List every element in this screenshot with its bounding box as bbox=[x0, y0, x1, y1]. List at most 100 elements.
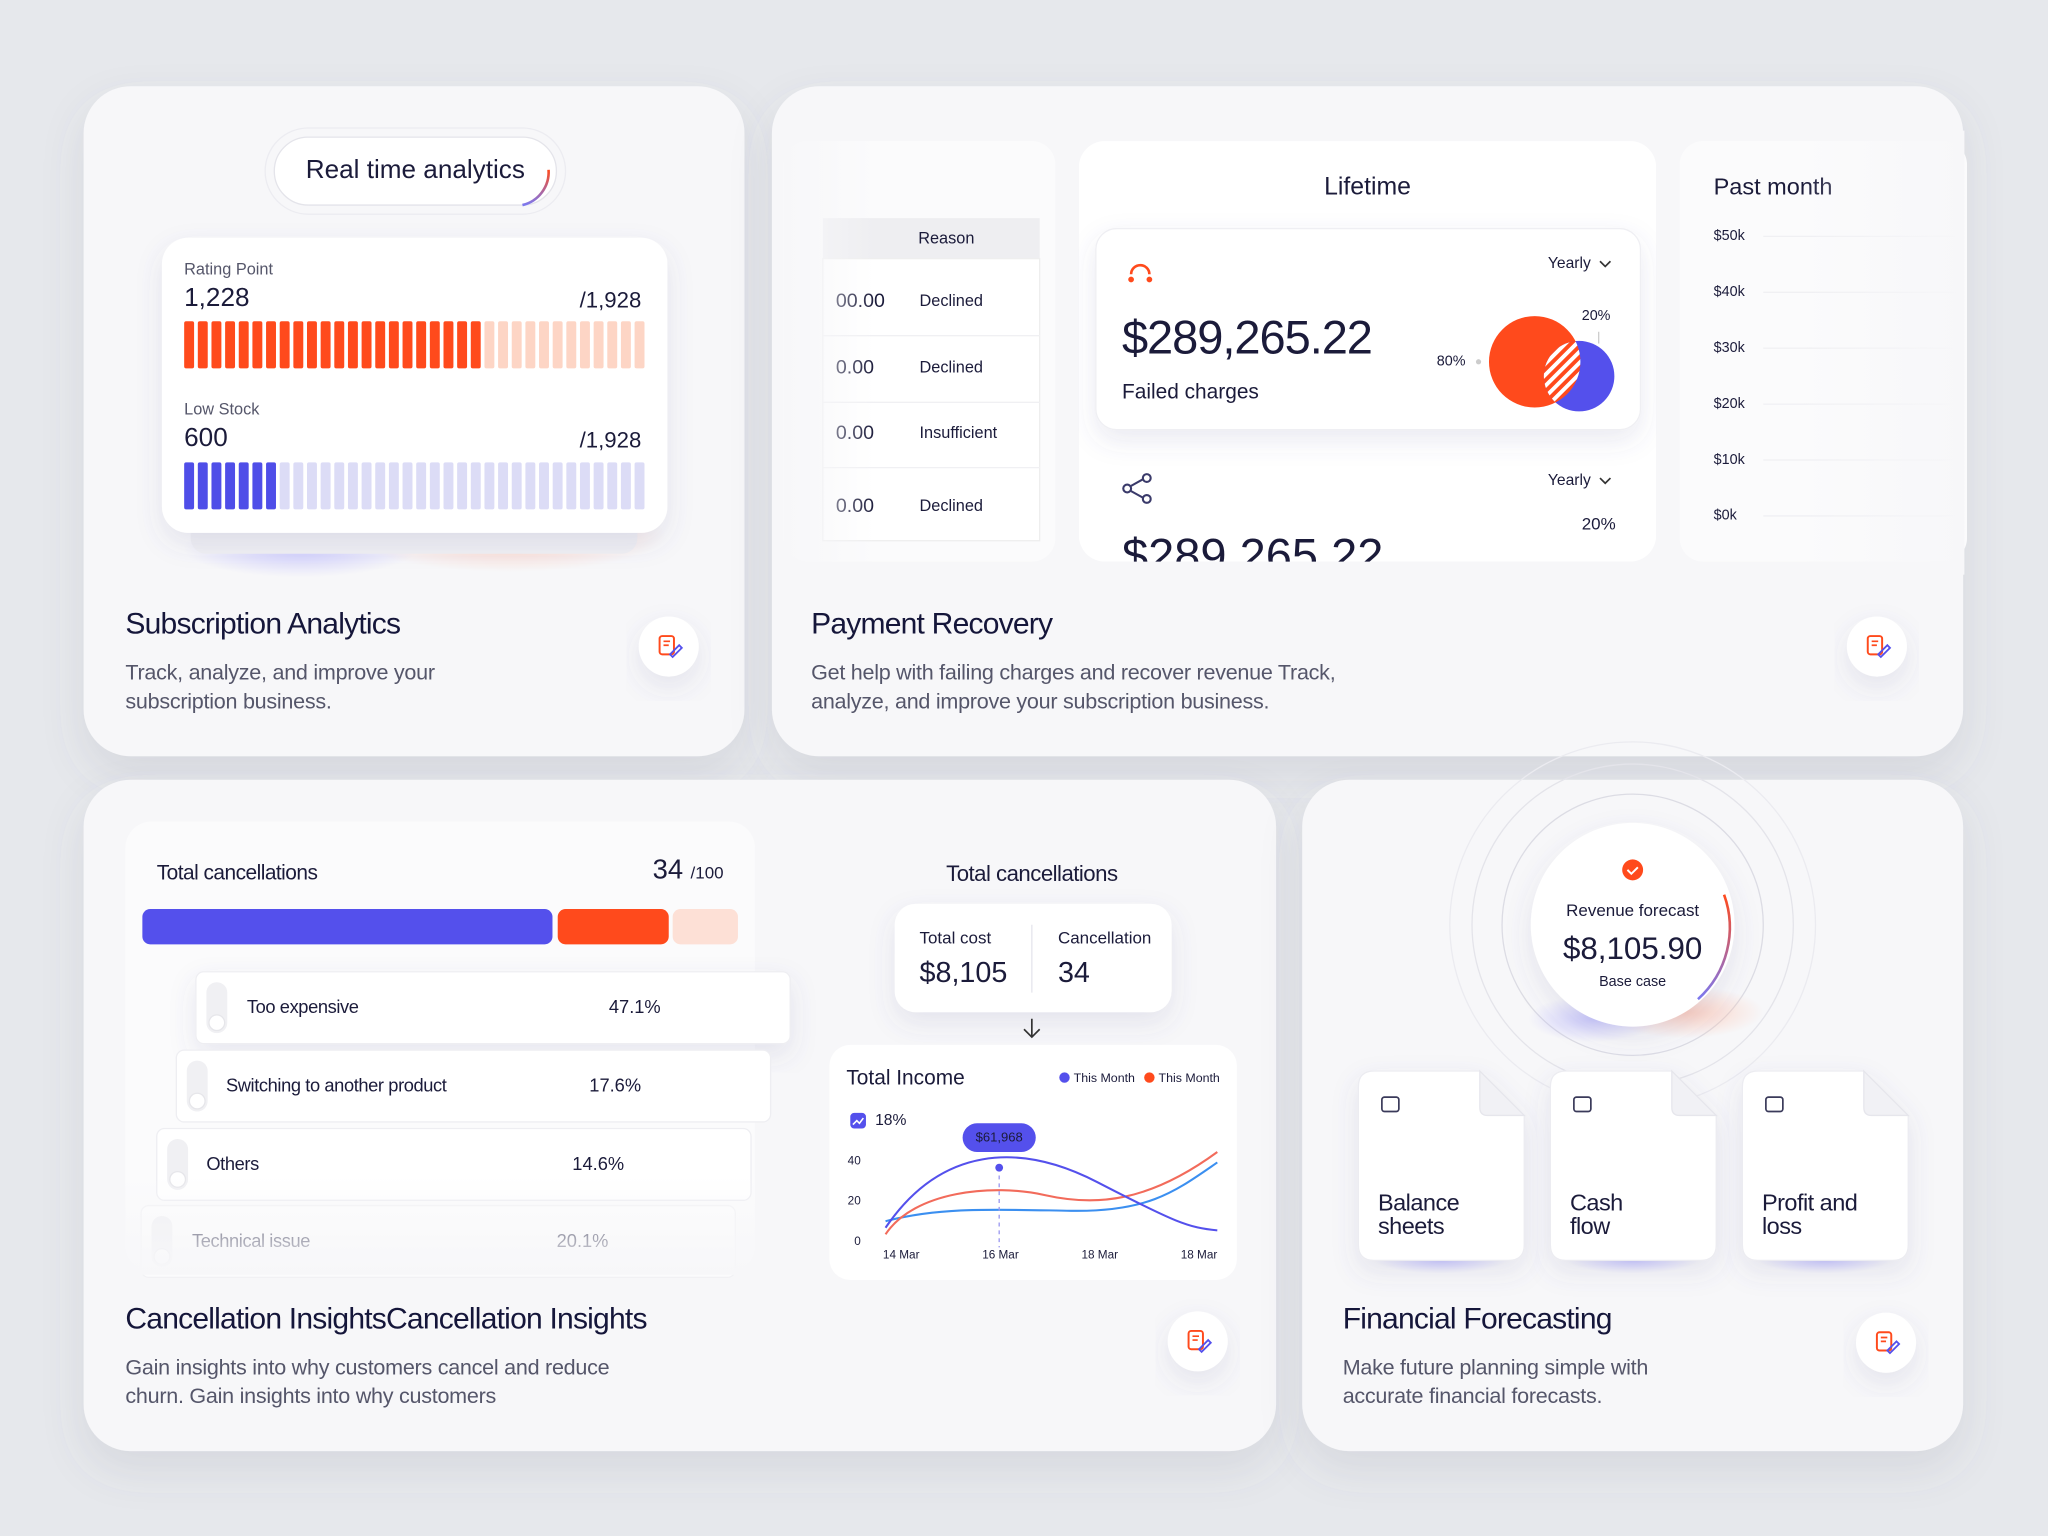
bar-segment bbox=[266, 321, 276, 369]
reason-share: 47.1% bbox=[609, 996, 661, 1017]
bar-segment bbox=[361, 462, 372, 510]
reason-label: Switching to another product bbox=[226, 1075, 447, 1096]
card-description: churn. Gain insights into why customers bbox=[125, 1383, 496, 1408]
reason-label: Others bbox=[206, 1153, 259, 1174]
ring bbox=[1501, 793, 1764, 1056]
stock-bars bbox=[184, 462, 645, 510]
bar-segment bbox=[457, 321, 468, 369]
bar-segment bbox=[347, 321, 358, 369]
totals-value: $8,105 bbox=[920, 957, 1008, 989]
pill-label: Real time analytics bbox=[306, 154, 525, 184]
bar-segment bbox=[539, 462, 549, 510]
reason-row bbox=[195, 971, 791, 1045]
edit-button[interactable] bbox=[1168, 1311, 1228, 1371]
share-label: 20% bbox=[1582, 308, 1611, 324]
bar-segment bbox=[334, 462, 345, 510]
card-description: accurate financial forecasts. bbox=[1343, 1383, 1603, 1408]
reason: Insufficient bbox=[920, 424, 998, 442]
bar-segment bbox=[320, 321, 331, 369]
bar-segment bbox=[620, 462, 631, 510]
bar-segment bbox=[238, 462, 249, 510]
forecast-amount: $8,105.90 bbox=[1563, 931, 1702, 966]
bar-segment bbox=[634, 462, 645, 510]
trend-icon bbox=[850, 1112, 866, 1129]
bar-segment bbox=[252, 321, 263, 369]
segment bbox=[142, 909, 553, 945]
card-financial-forecasting: Revenue forecast $8,105.90 Base case Bal… bbox=[1302, 741, 1964, 1452]
card-description: Track, analyze, and improve your bbox=[125, 660, 434, 685]
period[interactable]: Yearly bbox=[1548, 472, 1591, 489]
report-tile[interactable] bbox=[1357, 1070, 1525, 1262]
arrow bbox=[1023, 1018, 1041, 1039]
card-title: Cancellation InsightsCancellation Insigh… bbox=[125, 1302, 646, 1335]
leader-dot bbox=[1475, 359, 1482, 365]
bar-segment bbox=[539, 321, 549, 369]
forecast-arc bbox=[1697, 894, 1732, 1001]
tile-fold bbox=[1671, 1069, 1718, 1117]
tile-icon bbox=[1573, 1096, 1592, 1113]
recover-icon bbox=[1129, 263, 1151, 275]
card-description: Get help with failing charges and recove… bbox=[811, 660, 1335, 685]
bar-segment bbox=[429, 462, 440, 510]
axis-label: $10k bbox=[1714, 452, 1746, 468]
income-card bbox=[829, 1044, 1237, 1280]
bar-segment bbox=[607, 321, 618, 369]
bar-segment bbox=[320, 462, 331, 510]
panel-heading: Lifetime bbox=[1324, 174, 1411, 201]
chevron bbox=[1599, 477, 1612, 485]
bar-segment bbox=[307, 321, 317, 369]
bar-segment bbox=[225, 462, 236, 510]
bar-segment bbox=[388, 462, 399, 510]
bar-segment bbox=[525, 462, 536, 510]
forecast-label: Revenue forecast bbox=[1566, 901, 1699, 920]
card-title: Financial Forecasting bbox=[1343, 1302, 1612, 1335]
fade bbox=[1802, 130, 1965, 575]
icon-dot bbox=[1146, 276, 1153, 283]
report-label: flow bbox=[1570, 1213, 1611, 1239]
bar-segment bbox=[252, 462, 263, 510]
share-icon bbox=[1130, 478, 1144, 499]
edit-button[interactable] bbox=[1856, 1313, 1916, 1373]
metric-label: Rating Point bbox=[184, 261, 273, 279]
venn-overlap bbox=[1543, 340, 1581, 408]
tooltip bbox=[962, 1123, 1036, 1152]
edit-button[interactable] bbox=[639, 616, 699, 676]
report-label: Cash bbox=[1570, 1189, 1623, 1215]
bar-segment bbox=[634, 321, 645, 369]
bar-segment bbox=[511, 462, 522, 510]
forecast-caption: Base case bbox=[1599, 974, 1666, 990]
legend-label: This Month bbox=[1074, 1071, 1135, 1085]
pill-accent bbox=[522, 169, 550, 207]
bar-segment bbox=[334, 321, 345, 369]
bar-segment bbox=[197, 462, 208, 510]
y-label: 20 bbox=[848, 1195, 862, 1208]
report-tile[interactable] bbox=[1549, 1070, 1717, 1262]
bar-segment bbox=[429, 321, 440, 369]
bar-segment bbox=[566, 321, 577, 369]
report-tile[interactable] bbox=[1741, 1070, 1909, 1262]
summary-count: 34 bbox=[653, 853, 683, 884]
bar-segment bbox=[238, 321, 249, 369]
segment bbox=[672, 909, 738, 945]
bar-segment bbox=[184, 321, 195, 369]
tile-icon bbox=[1381, 1096, 1400, 1113]
caption: Failed charges bbox=[1122, 381, 1259, 404]
reason: Declined bbox=[920, 497, 983, 515]
totals-card bbox=[894, 903, 1172, 1013]
share-label: 20% bbox=[1582, 515, 1616, 534]
axis-label: $30k bbox=[1714, 340, 1746, 356]
reason-row bbox=[175, 1049, 772, 1123]
bar-segment bbox=[498, 462, 509, 510]
bar-segment bbox=[498, 321, 509, 369]
period[interactable]: Yearly bbox=[1548, 255, 1591, 272]
edit-button[interactable] bbox=[1847, 616, 1907, 676]
tile-fold bbox=[1863, 1069, 1910, 1117]
bar-segment bbox=[279, 462, 290, 510]
legend-label: This Month bbox=[1159, 1071, 1220, 1085]
amount-faded: $289,265.22 bbox=[1122, 528, 1383, 581]
tooltip-text: $61,968 bbox=[976, 1130, 1023, 1145]
report-label: loss bbox=[1762, 1213, 1802, 1239]
bar-segment bbox=[620, 321, 631, 369]
